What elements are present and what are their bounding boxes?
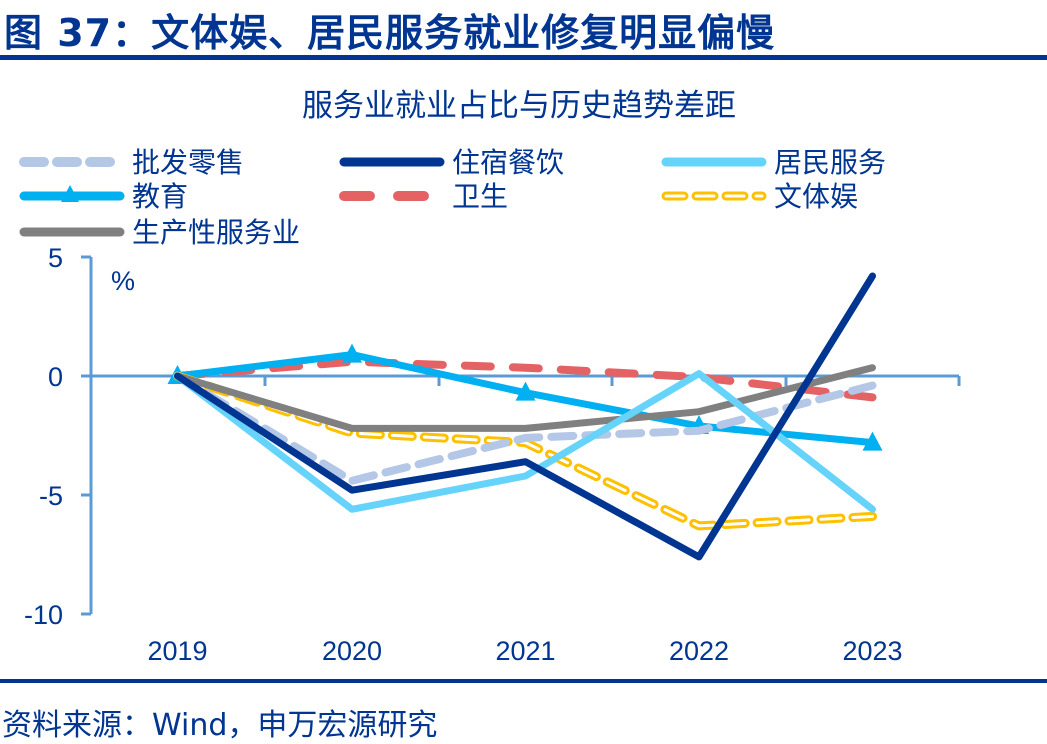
legend-item: 住宿餐饮	[339, 146, 564, 179]
legend-item: 居民服务	[661, 146, 886, 179]
y-tick-label: 5	[48, 243, 63, 273]
legend-marker	[61, 185, 79, 202]
legend-item: 教育	[19, 180, 188, 213]
legend-label: 卫生	[452, 180, 508, 213]
legend-label: 居民服务	[774, 146, 886, 179]
y-tick-label: -5	[39, 481, 63, 511]
data-point-marker	[342, 343, 362, 363]
y-tick-label: 0	[48, 362, 63, 392]
figure-title: 图 37：文体娱、居民服务就业修复明显偏慢	[4, 11, 776, 55]
x-tick-label: 2022	[669, 636, 729, 666]
bottom-divider	[0, 679, 1047, 683]
series-6	[173, 371, 877, 531]
series-line	[173, 357, 877, 402]
legend-label: 生产性服务业	[132, 216, 300, 249]
legend-item: 卫生	[339, 180, 508, 213]
legend-item: 文体娱	[661, 180, 858, 213]
data-point-marker	[862, 431, 883, 451]
series-line	[174, 364, 876, 432]
legend-label: 文体娱	[774, 180, 858, 213]
series-2	[174, 272, 876, 561]
y-tick-label: -10	[24, 600, 63, 630]
legend-item: 生产性服务业	[19, 216, 300, 249]
series-5	[173, 357, 877, 402]
source-note: 资料来源：Wind，申万宏源研究	[2, 708, 438, 743]
legend-item: 批发零售	[19, 146, 244, 179]
chart-title: 服务业就业占比与历史趋势差距	[302, 88, 736, 124]
x-tick-label: 2023	[842, 636, 902, 666]
y-axis-unit: %	[111, 266, 135, 296]
data-point-marker	[515, 381, 536, 401]
series-line	[174, 272, 876, 561]
series-group	[167, 272, 883, 561]
top-divider	[0, 55, 1047, 60]
legend-label: 教育	[132, 180, 188, 213]
x-tick-label: 2020	[322, 636, 382, 666]
series-7	[174, 364, 876, 432]
series-line	[174, 370, 876, 513]
series-3	[174, 370, 876, 513]
x-tick-label: 2021	[495, 636, 555, 666]
legend-label: 批发零售	[132, 146, 244, 179]
axes: 5 0 -5 -10 2019 2020 2021 2022 2023	[24, 243, 961, 666]
series-line-inner	[176, 374, 874, 528]
legend-label: 住宿餐饮	[452, 146, 564, 179]
x-tick-label: 2019	[147, 636, 207, 666]
